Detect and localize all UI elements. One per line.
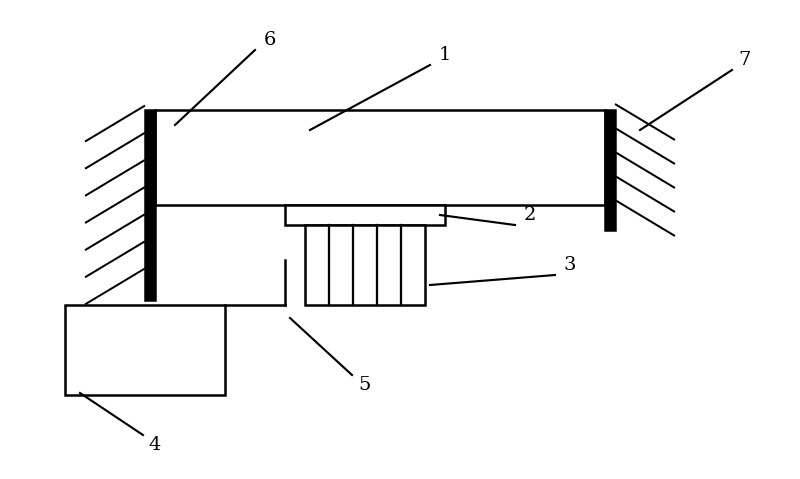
- Bar: [305, 225, 425, 305]
- Text: 7: 7: [739, 51, 751, 69]
- Text: 5: 5: [359, 376, 371, 394]
- Bar: [155, 110, 605, 205]
- Bar: [605, 110, 615, 230]
- Text: 3: 3: [564, 256, 576, 274]
- Bar: [285, 205, 445, 225]
- Text: 4: 4: [149, 436, 161, 454]
- Text: 1: 1: [439, 46, 451, 64]
- Text: 6: 6: [264, 31, 276, 49]
- Bar: [145, 110, 155, 300]
- Text: 2: 2: [524, 206, 536, 224]
- Bar: [65, 305, 225, 395]
